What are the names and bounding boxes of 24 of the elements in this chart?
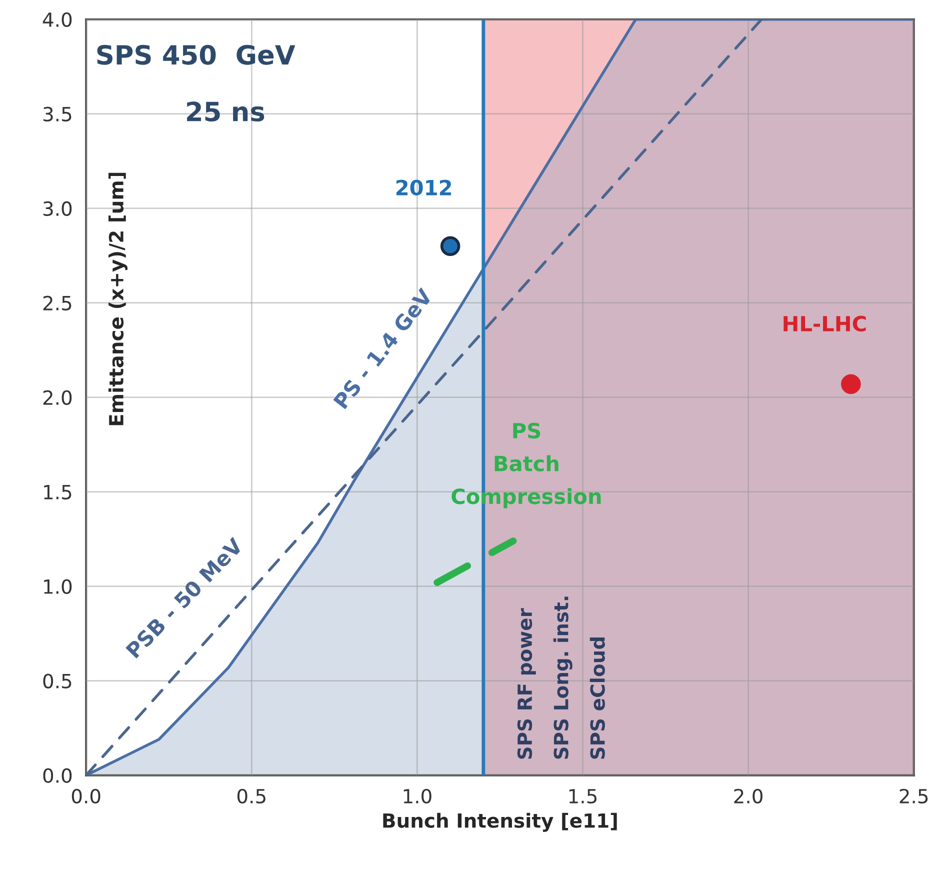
x-tick-label: 1.0 (404, 788, 432, 804)
x-tick-label: 2.5 (900, 788, 928, 804)
x-tick-label: 2.0 (734, 788, 762, 804)
text: HL-LHC (784, 316, 866, 332)
y-tick-label: 2.0 (43, 390, 72, 405)
y-tick-label: 1.5 (44, 485, 72, 500)
y-axis-title: Emittance (x+y)/2 [um] (108, 172, 128, 426)
annotation: 25 ns (187, 102, 264, 122)
y-tick-label: 0.5 (43, 674, 72, 688)
y-tick-label: 0.0 (43, 768, 72, 783)
annotation: SPS eCloud (590, 638, 605, 759)
text: 2012 (396, 180, 451, 196)
annotation: SPS 450 GeV (97, 44, 296, 65)
y-tick-label: 3.0 (43, 201, 72, 216)
annotation: SPS RF power (517, 608, 536, 759)
y-tick-label: 4.0 (42, 12, 72, 28)
y-tick-label: 1.0 (44, 579, 72, 594)
y-tick-label: 2.5 (43, 296, 72, 310)
x-tick-label: 0.0 (72, 788, 100, 804)
x-tick-label: 0.5 (237, 788, 266, 804)
x-tick-label: 1.5 (569, 789, 596, 804)
y-tick-label: 3.5 (43, 106, 72, 122)
x-axis-title: Bunch Intensity [e11] (383, 812, 617, 832)
annotation: SPS Long. inst. (553, 596, 572, 759)
